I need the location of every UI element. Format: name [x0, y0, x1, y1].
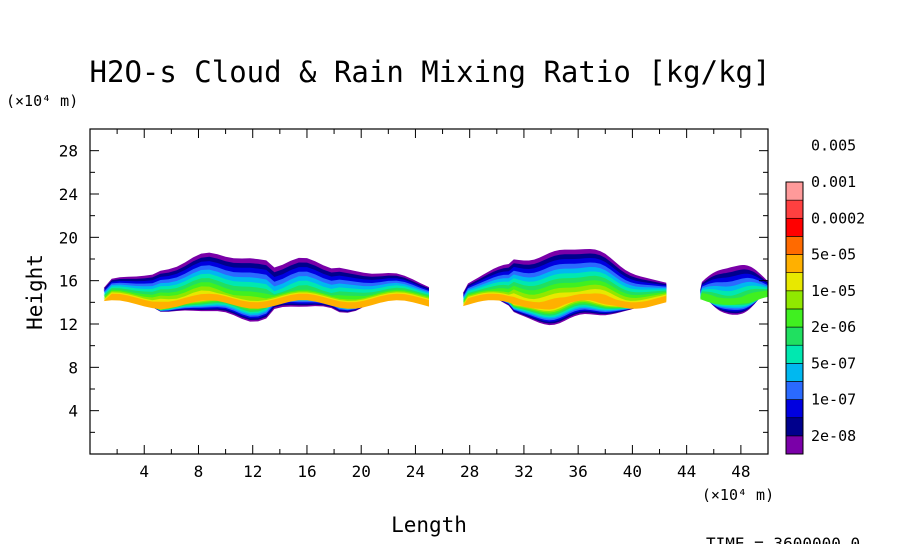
- colorbar-label: 0.001: [811, 173, 856, 191]
- x-tick-label: 44: [677, 462, 696, 481]
- y-tick-label: 4: [68, 402, 78, 421]
- colorbar-swatch: [785, 399, 804, 419]
- colorbar-swatch: [785, 236, 804, 255]
- contour-fills: [103, 249, 768, 326]
- colorbar-swatch: [785, 199, 804, 219]
- contour-band: [103, 293, 429, 310]
- colorbar-swatch: [785, 308, 804, 328]
- x-tick-label: 32: [514, 462, 533, 481]
- colorbar-swatch: [785, 326, 804, 346]
- x-tick-label: 16: [297, 462, 316, 481]
- x-tick-label: 4: [139, 462, 149, 481]
- colorbar-label: 2e-08: [811, 427, 856, 445]
- x-unit-label: (×10⁴ m): [702, 486, 774, 504]
- x-axis-label: Length: [391, 513, 467, 537]
- plot-frame: [89, 128, 769, 455]
- y-tick-label: 28: [59, 142, 78, 161]
- colorbar-label: 1e-07: [811, 391, 856, 409]
- time-footer: TIME = 3600000.0: [706, 534, 860, 544]
- contour-band: [700, 290, 768, 305]
- colorbar-swatch: [785, 254, 804, 273]
- contour-band: [462, 293, 667, 310]
- chart-title: H2O-s Cloud & Rain Mixing Ratio [kg/kg]: [90, 55, 771, 89]
- colorbar: 2e-08 1e-07 5e-07 2e-06 1e-05 5e-05 0.0002 0.00…: [785, 137, 865, 455]
- colorbar-label: 5e-05: [811, 246, 856, 264]
- colorbar-label: 0.005: [811, 137, 856, 155]
- colorbar-swatch: [785, 363, 804, 382]
- colorbar-label: 0.0002: [811, 209, 865, 227]
- x-tick-label: 8: [194, 462, 204, 481]
- colorbar-swatch: [785, 181, 804, 201]
- x-tick-label: 24: [406, 462, 425, 481]
- y-axis-label: Height: [23, 254, 47, 330]
- y-tick-label: 8: [68, 358, 78, 377]
- y-tick-label: 24: [59, 185, 78, 204]
- colorbar-frame: [785, 181, 804, 455]
- colorbar-swatch: [785, 217, 804, 237]
- colorbar-swatch: [785, 381, 804, 400]
- y-tick-label: 16: [59, 272, 78, 291]
- colorbar-swatch: [785, 344, 804, 364]
- colorbar-label: 1e-05: [811, 282, 856, 300]
- cloud-c: [700, 265, 768, 315]
- colorbar-swatch: [785, 272, 804, 292]
- colorbar-swatch: [785, 290, 804, 310]
- colorbar-swatch: [785, 417, 804, 437]
- cloud-a: [103, 252, 429, 322]
- x-tick-label: 20: [352, 462, 371, 481]
- x-tick-label: 28: [460, 462, 479, 481]
- y-unit-label: (×10⁴ m): [6, 92, 78, 110]
- x-tick-label: 48: [731, 462, 750, 481]
- x-tick-label: 36: [569, 462, 588, 481]
- colorbar-label: 2e-06: [811, 318, 856, 336]
- colorbar-swatch: [785, 435, 804, 455]
- x-tick-label: 40: [623, 462, 642, 481]
- colorbar-label: 5e-07: [811, 354, 856, 372]
- y-tick-label: 12: [59, 315, 78, 334]
- x-tick-label: 12: [243, 462, 262, 481]
- y-tick-label: 20: [59, 228, 78, 247]
- cloud-b: [462, 249, 667, 326]
